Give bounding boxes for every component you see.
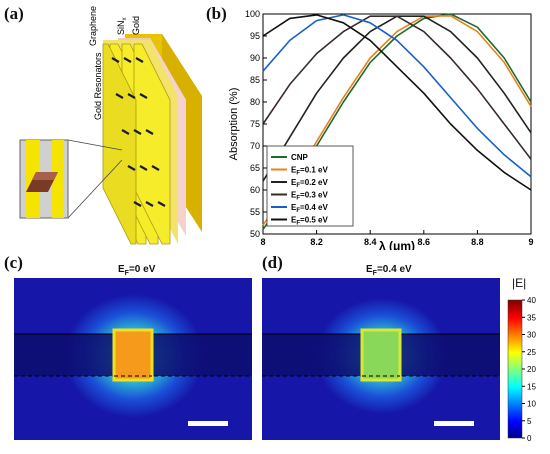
panel-label-a: (a) <box>4 4 24 23</box>
legend-label-1: EF=0.1 eV <box>291 166 328 177</box>
colorbar-tick-label: 30 <box>527 331 536 340</box>
field-map-right <box>262 278 500 440</box>
series-line-3 <box>262 15 532 160</box>
gap-core <box>360 328 402 382</box>
gold-label: Gold <box>131 16 141 35</box>
x-tick-label: 8.2 <box>310 237 323 247</box>
colorbar-tick-label: 35 <box>527 313 536 322</box>
y-tick-label: 70 <box>250 141 260 151</box>
legend-label-3: EF=0.3 eV <box>291 191 328 202</box>
y-tick-label: 100 <box>245 9 260 19</box>
right-title-value: =0.4 eV <box>376 264 412 275</box>
colorbar-tick-label: 25 <box>527 348 536 357</box>
device-schematic: Graphene SiNx Gold Gold Resonators <box>0 0 205 250</box>
left-title-sub: F <box>124 270 129 277</box>
y-tick-label: 65 <box>250 163 260 173</box>
zoom-inset <box>19 139 69 219</box>
panel-label-d: (d) <box>262 253 283 272</box>
scale-bar <box>188 421 228 426</box>
colorbar-gradient <box>507 299 523 439</box>
sin-label: SiNx <box>116 17 128 35</box>
x-tick-label: 8 <box>260 237 265 247</box>
left-title-value: =0 eV <box>128 264 156 275</box>
panel-label-c: (c) <box>4 253 23 272</box>
x-tick-label: 8.4 <box>364 237 377 247</box>
x-tick-label: 9 <box>528 237 533 247</box>
field-map-left-title: EF=0 eV <box>118 264 155 277</box>
x-axis-label: λ (μm) <box>379 239 415 250</box>
colorbar-tick-label: 40 <box>527 296 536 305</box>
y-axis-label: Absorption (%) <box>228 88 240 161</box>
colorbar-tick-label: 0 <box>527 434 532 443</box>
colorbar: 0 5 10 15 20 25 30 35 40 <box>506 296 550 446</box>
left-title-e: E <box>118 264 125 275</box>
y-tick-label: 85 <box>250 75 260 85</box>
legend-label-0: CNP <box>291 153 309 162</box>
field-map-left <box>14 278 252 440</box>
gap-core <box>112 328 154 382</box>
y-tick-label: 75 <box>250 119 260 129</box>
colorbar-tick-label: 20 <box>527 365 536 374</box>
x-tick-label: 8.8 <box>471 237 484 247</box>
colorbar-tick-label: 5 <box>527 417 532 426</box>
sin-subscript: x <box>122 17 128 20</box>
colorbar-tick-label: 15 <box>527 382 536 391</box>
scale-bar <box>434 421 474 426</box>
gold-resonators-label: Gold Resonators <box>93 52 103 120</box>
y-tick-label: 60 <box>250 185 260 195</box>
y-tick-label: 80 <box>250 97 260 107</box>
right-title-sub: F <box>372 270 377 277</box>
field-map-right-title: EF=0.4 eV <box>366 264 412 277</box>
gold-resonator-strips <box>102 43 171 245</box>
sin-label-text: SiN <box>116 20 126 35</box>
absorption-chart: 50 55 60 65 70 75 80 85 90 95 100 8 8.2 8.4 8.6 8.8 9 Ab… <box>205 0 550 253</box>
series-line-5 <box>262 14 532 191</box>
colorbar-tick-label: 10 <box>527 400 536 409</box>
legend-label-5: EF=0.5 eV <box>291 216 328 227</box>
legend-label-4: EF=0.4 eV <box>291 203 328 214</box>
y-tick-label: 50 <box>250 229 260 239</box>
right-title-e: E <box>366 264 373 275</box>
x-tick-label: 8.6 <box>418 237 431 247</box>
y-tick-label: 90 <box>250 53 260 63</box>
graphene-gaps <box>111 57 166 207</box>
y-tick-label: 55 <box>250 207 260 217</box>
panel-label-b: (b) <box>206 4 227 23</box>
legend-label-2: EF=0.2 eV <box>291 178 328 189</box>
graphene-label: Graphene <box>88 6 98 46</box>
colorbar-title: |E| <box>512 276 527 290</box>
y-tick-label: 95 <box>250 31 260 41</box>
series-line-4 <box>262 14 532 178</box>
